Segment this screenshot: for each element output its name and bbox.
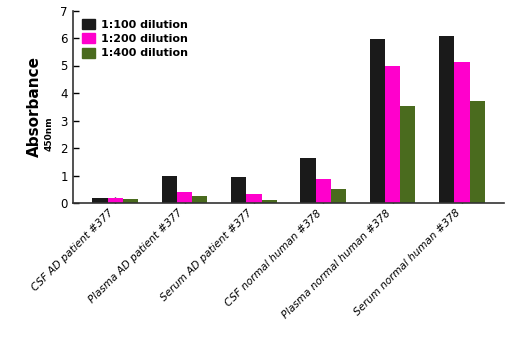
- Bar: [370, 39, 385, 203]
- Text: 450nm: 450nm: [45, 117, 54, 151]
- Bar: [454, 62, 470, 203]
- Bar: [108, 198, 123, 203]
- Bar: [262, 200, 277, 203]
- Bar: [439, 36, 454, 203]
- Bar: [231, 177, 246, 203]
- Bar: [400, 106, 415, 203]
- Bar: [470, 101, 485, 203]
- Bar: [177, 192, 192, 203]
- Bar: [162, 176, 177, 203]
- Bar: [192, 196, 207, 203]
- Bar: [331, 189, 346, 203]
- Text: Absorbance: Absorbance: [27, 56, 42, 157]
- Bar: [246, 194, 262, 203]
- Bar: [316, 179, 331, 203]
- Bar: [301, 159, 316, 203]
- Bar: [385, 66, 400, 203]
- Bar: [93, 197, 108, 203]
- Legend: 1:100 dilution, 1:200 dilution, 1:400 dilution: 1:100 dilution, 1:200 dilution, 1:400 di…: [79, 16, 191, 62]
- Bar: [123, 199, 138, 203]
